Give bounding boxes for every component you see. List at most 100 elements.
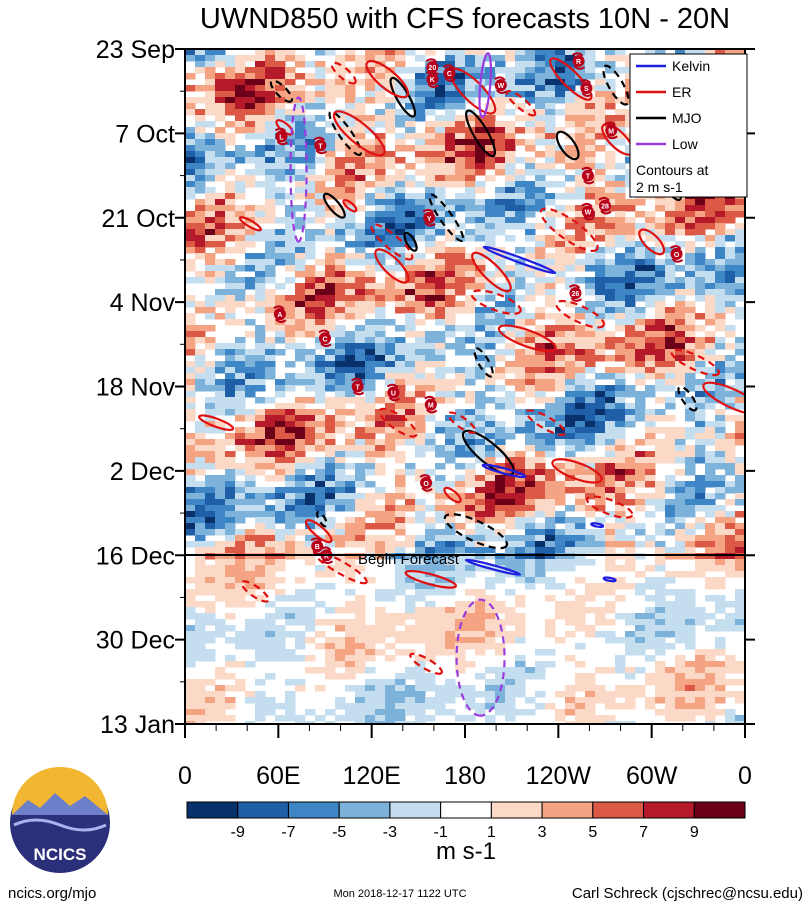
heat-cell	[735, 475, 745, 482]
heat-cell	[585, 241, 596, 248]
heat-cell	[205, 109, 216, 116]
heat-cell	[405, 223, 416, 230]
heat-cell	[565, 397, 576, 404]
heat-cell	[295, 133, 306, 140]
heat-cell	[575, 277, 586, 284]
heat-cell	[595, 259, 606, 266]
heat-cell	[565, 445, 576, 452]
heat-cell	[195, 277, 206, 284]
heat-cell	[455, 49, 466, 56]
heat-cell	[645, 301, 656, 308]
heat-cell	[545, 211, 556, 218]
heat-cell	[515, 415, 526, 422]
heat-cell	[315, 127, 326, 134]
heat-cell	[435, 697, 446, 704]
heat-cell	[395, 631, 406, 638]
heat-cell	[615, 235, 626, 242]
heat-cell	[615, 469, 626, 476]
heat-cell	[495, 127, 506, 134]
heat-cell	[185, 361, 196, 368]
heat-cell	[255, 571, 266, 578]
heat-cell	[385, 343, 396, 350]
heat-cell	[505, 379, 516, 386]
heat-cell	[735, 391, 745, 398]
heat-cell	[395, 55, 406, 62]
heat-cell	[225, 133, 236, 140]
heat-cell	[655, 607, 666, 614]
heat-cell	[465, 571, 476, 578]
heat-cell	[405, 79, 416, 86]
heat-cell	[565, 163, 576, 170]
heat-cell	[295, 151, 306, 158]
heat-cell	[455, 325, 466, 332]
heat-cell	[215, 565, 226, 572]
heat-cell	[265, 451, 276, 458]
heat-cell	[465, 607, 476, 614]
heat-cell	[325, 175, 336, 182]
wave-contour-er	[409, 652, 443, 675]
heat-cell	[405, 253, 416, 260]
heat-cell	[215, 127, 226, 134]
heat-cell	[265, 415, 276, 422]
heat-cell	[395, 511, 406, 518]
heat-cell	[295, 637, 306, 644]
heat-cell	[225, 583, 236, 590]
heat-cell	[595, 223, 606, 230]
heat-cell	[365, 145, 376, 152]
heat-cell	[705, 481, 716, 488]
heat-cell	[275, 121, 286, 128]
heat-cell	[355, 109, 366, 116]
heat-cell	[395, 589, 406, 596]
heat-cell	[315, 619, 326, 626]
heat-cell	[395, 361, 406, 368]
heat-cell	[345, 307, 356, 314]
heat-cell	[685, 589, 696, 596]
heat-cell	[475, 547, 486, 554]
heat-cell	[545, 253, 556, 260]
heat-cell	[595, 409, 606, 416]
heat-cell	[565, 559, 576, 566]
heat-cell	[595, 253, 606, 260]
heat-cell	[235, 55, 246, 62]
heat-cell	[195, 163, 206, 170]
heat-cell	[475, 427, 486, 434]
heat-cell	[195, 439, 206, 446]
heat-cell	[355, 469, 366, 476]
heat-cell	[655, 277, 666, 284]
heat-cell	[375, 451, 386, 458]
heat-cell	[555, 277, 566, 284]
heat-cell	[455, 175, 466, 182]
heat-cell	[725, 445, 736, 452]
heat-cell	[305, 589, 316, 596]
heat-cell	[355, 445, 366, 452]
heat-cell	[495, 397, 506, 404]
heat-cell	[265, 127, 276, 134]
heat-cell	[265, 511, 276, 518]
heat-cell	[345, 463, 356, 470]
heat-cell	[325, 265, 336, 272]
heat-cell	[405, 649, 416, 656]
heat-cell	[635, 337, 646, 344]
heat-cell	[305, 607, 316, 614]
heat-cell	[505, 631, 516, 638]
heat-cell	[555, 205, 566, 212]
storm-swirl-icon	[568, 284, 582, 302]
heat-cell	[355, 295, 366, 302]
heat-cell	[575, 337, 586, 344]
heat-cell	[425, 433, 436, 440]
heat-cell	[405, 331, 416, 338]
heat-cell	[535, 223, 546, 230]
heat-cell	[735, 667, 745, 674]
heat-cell	[515, 637, 526, 644]
heat-cell	[245, 601, 256, 608]
heat-cell	[295, 217, 306, 224]
heat-cell	[725, 481, 736, 488]
heat-cell	[275, 67, 286, 74]
heat-cell	[245, 631, 256, 638]
heat-cell	[305, 409, 316, 416]
heat-cell	[585, 421, 596, 428]
heat-cell	[535, 283, 546, 290]
heat-cell	[715, 577, 726, 584]
heat-cell	[395, 619, 406, 626]
heat-cell	[425, 145, 436, 152]
